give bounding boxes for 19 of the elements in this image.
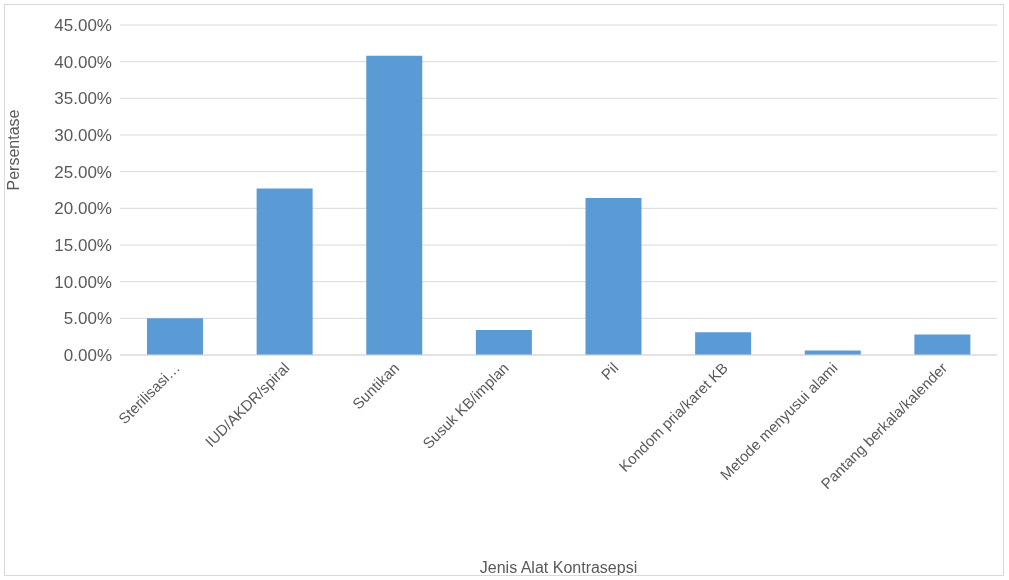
y-tick-label: 10.00% — [54, 272, 112, 292]
bar — [366, 55, 423, 355]
y-tick-label: 5.00% — [63, 309, 112, 329]
bar — [147, 318, 203, 355]
y-tick-label: 0.00% — [63, 346, 112, 366]
bar — [914, 334, 971, 355]
y-tick-label: 15.00% — [54, 236, 112, 256]
y-tick-label: 35.00% — [54, 89, 112, 109]
y-tick-label: 20.00% — [54, 199, 112, 219]
y-axis-title: Persentase — [4, 109, 22, 191]
y-tick-label: 40.00% — [54, 52, 112, 72]
y-tick-label: 45.00% — [54, 16, 112, 36]
y-tick-label: 30.00% — [54, 126, 112, 146]
bar — [585, 198, 642, 355]
x-tick-label: Pil — [597, 359, 622, 383]
y-tick-label: 25.00% — [54, 162, 112, 182]
bar — [695, 332, 752, 355]
bar — [256, 188, 313, 355]
bar — [475, 330, 532, 355]
